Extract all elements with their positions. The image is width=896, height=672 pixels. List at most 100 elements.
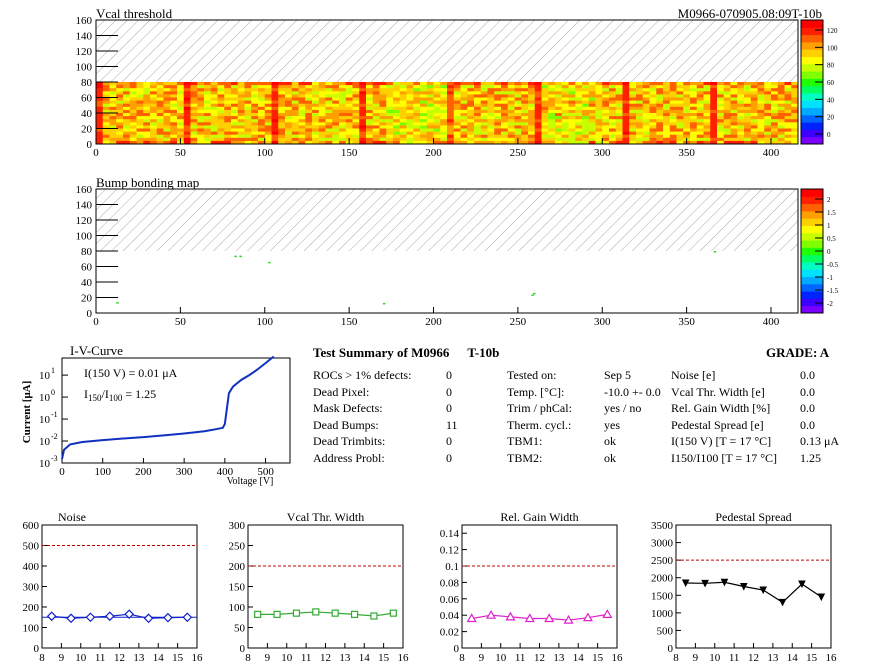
roc-xtick-label: 16 xyxy=(192,652,204,664)
vcal-cell xyxy=(609,131,617,136)
vcal-cell xyxy=(683,134,691,139)
vcal-cell xyxy=(764,106,772,111)
vcal-cell xyxy=(690,106,698,111)
vcal-cell xyxy=(399,137,407,142)
vcal-cell xyxy=(352,128,360,132)
vcal-cell xyxy=(507,100,515,105)
vcal-cell xyxy=(642,119,650,123)
iv-ylabel: Current [μA] xyxy=(21,381,33,444)
bump-palette-swatch xyxy=(801,261,823,270)
vcal-cell xyxy=(123,113,131,117)
vcal-cell xyxy=(183,125,191,129)
vcal-cell xyxy=(197,109,205,114)
bump-palette-swatch xyxy=(801,247,823,256)
vcal-cell xyxy=(345,91,353,95)
vcal-cell xyxy=(582,116,590,120)
vcal-cell xyxy=(723,103,731,108)
vcal-cell xyxy=(696,109,704,114)
vcal-cell xyxy=(447,103,455,108)
iv-ytick-base: 10 xyxy=(39,370,51,382)
vcal-cell xyxy=(602,103,610,108)
vcal-cell xyxy=(426,88,434,92)
vcal-cell xyxy=(501,97,509,101)
vcal-cell xyxy=(197,103,205,108)
bump-xtick-label: 200 xyxy=(425,316,442,328)
vcal-cell xyxy=(123,119,131,123)
vcal-cell xyxy=(332,97,340,101)
vcal-cell xyxy=(359,137,367,142)
vcal-cell xyxy=(771,134,779,139)
vcal-cell xyxy=(480,137,488,142)
vcal-cell xyxy=(251,140,259,145)
vcal-cell xyxy=(507,116,515,120)
vcal-cell xyxy=(582,106,590,111)
vcal-cell xyxy=(501,106,509,111)
vcal-cell xyxy=(210,140,218,145)
roc-data-point xyxy=(273,610,281,618)
vcal-palette-swatch xyxy=(801,49,823,57)
vcal-cell xyxy=(264,134,272,139)
vcal-cell xyxy=(656,116,664,120)
vcal-cell xyxy=(777,109,785,114)
vcal-cell xyxy=(791,122,799,126)
vcal-cell xyxy=(561,113,569,117)
vcal-cell xyxy=(791,91,799,95)
vcal-cell xyxy=(629,113,637,117)
roc-xtick-label: 8 xyxy=(459,652,465,664)
vcal-cell xyxy=(339,94,347,98)
vcal-cell xyxy=(744,137,752,142)
vcal-cell xyxy=(332,119,340,123)
vcal-cell xyxy=(170,82,178,86)
vcal-cell xyxy=(210,103,218,108)
vcal-cell xyxy=(271,100,279,105)
vcal-cell xyxy=(521,91,529,95)
vcal-cell xyxy=(588,94,596,98)
vcal-cell xyxy=(156,88,164,92)
vcal-cell xyxy=(325,134,333,139)
vcal-cell xyxy=(305,97,313,101)
vcal-cell xyxy=(582,128,590,132)
vcal-cell xyxy=(737,113,745,117)
vcal-cell xyxy=(555,85,563,89)
vcal-cell xyxy=(676,103,684,108)
vcal-cell xyxy=(150,137,158,142)
vcal-cell xyxy=(649,116,657,120)
vcal-cell xyxy=(642,140,650,145)
iv-xlabel: Voltage [V] xyxy=(227,476,274,487)
vcal-cell xyxy=(217,140,225,145)
vcal-cell xyxy=(116,94,124,98)
vcal-cell xyxy=(453,122,461,126)
vcal-cell xyxy=(96,100,104,105)
vcal-cell xyxy=(318,106,326,111)
vcal-cell xyxy=(129,97,137,101)
vcal-cell xyxy=(237,116,245,120)
roc-ytick-label: 2500 xyxy=(651,555,674,567)
vcal-cell xyxy=(649,137,657,142)
vcal-cell xyxy=(231,97,239,101)
vcal-cell xyxy=(534,131,542,136)
vcal-cell xyxy=(433,82,441,86)
vcal-cell xyxy=(460,85,468,89)
vcal-cell xyxy=(663,119,671,123)
vcal-cell xyxy=(291,109,299,114)
vcal-cell xyxy=(426,122,434,126)
vcal-cell xyxy=(494,131,502,136)
vcal-cell xyxy=(204,103,212,108)
vcal-cell xyxy=(177,109,185,114)
vcal-cell xyxy=(278,97,286,101)
vcal-cell xyxy=(278,137,286,142)
vcal-cell xyxy=(750,82,758,86)
vcal-cell xyxy=(156,116,164,120)
vcal-cell xyxy=(528,109,536,114)
vcal-cell xyxy=(656,140,664,145)
vcal-cell xyxy=(649,106,657,111)
vcal-cell xyxy=(345,131,353,136)
vcal-cell xyxy=(683,103,691,108)
vcal-cell xyxy=(264,97,272,101)
vcal-cell xyxy=(447,91,455,95)
vcal-cell xyxy=(568,100,576,105)
vcal-cell xyxy=(366,140,374,145)
vcal-cell xyxy=(676,116,684,120)
vcal-cell xyxy=(683,106,691,111)
roc-xtick-label: 15 xyxy=(592,652,604,664)
